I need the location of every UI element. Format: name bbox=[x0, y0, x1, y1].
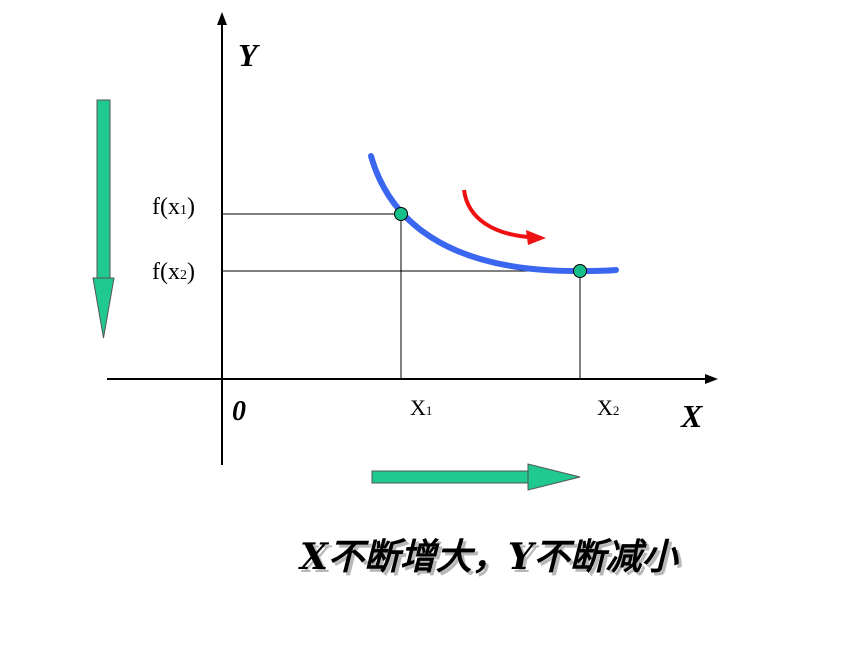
red-direction-arrow bbox=[462, 189, 546, 245]
x1-label-sub: 1 bbox=[426, 403, 433, 418]
y-axis bbox=[217, 12, 227, 465]
right-block-arrow bbox=[371, 463, 581, 491]
caption: X不断增大，Y不断减小 bbox=[300, 536, 678, 578]
decreasing-curve bbox=[368, 153, 619, 275]
y-axis-label: Y bbox=[238, 37, 260, 73]
down-block-arrow bbox=[92, 99, 115, 339]
point-x2 bbox=[573, 264, 587, 278]
x-axis-arrowhead bbox=[705, 374, 718, 384]
x2-label-sub: 2 bbox=[613, 403, 620, 418]
fx1-label-sub: 1 bbox=[180, 203, 187, 218]
x2-label-base: X bbox=[597, 395, 613, 420]
x2-label: X2 bbox=[597, 395, 619, 420]
fx2-label-sub: 2 bbox=[180, 268, 187, 283]
point-x1 bbox=[394, 207, 408, 221]
y-axis-arrowhead bbox=[217, 12, 227, 25]
x-axis bbox=[107, 374, 718, 384]
x1-label-base: X bbox=[410, 395, 426, 420]
x-axis-label: X bbox=[680, 398, 703, 434]
fx1-label-close: ) bbox=[187, 194, 195, 220]
fx2-label: f(x2) bbox=[152, 259, 195, 285]
x1-label: X1 bbox=[410, 395, 432, 420]
fx2-label-close: ) bbox=[187, 259, 195, 285]
fx1-label: f(x1) bbox=[152, 194, 195, 220]
guide-lines bbox=[222, 213, 581, 379]
fx1-label-base: f(x bbox=[152, 194, 180, 220]
fx2-label-base: f(x bbox=[152, 259, 180, 285]
origin-label: 0 bbox=[232, 396, 246, 427]
